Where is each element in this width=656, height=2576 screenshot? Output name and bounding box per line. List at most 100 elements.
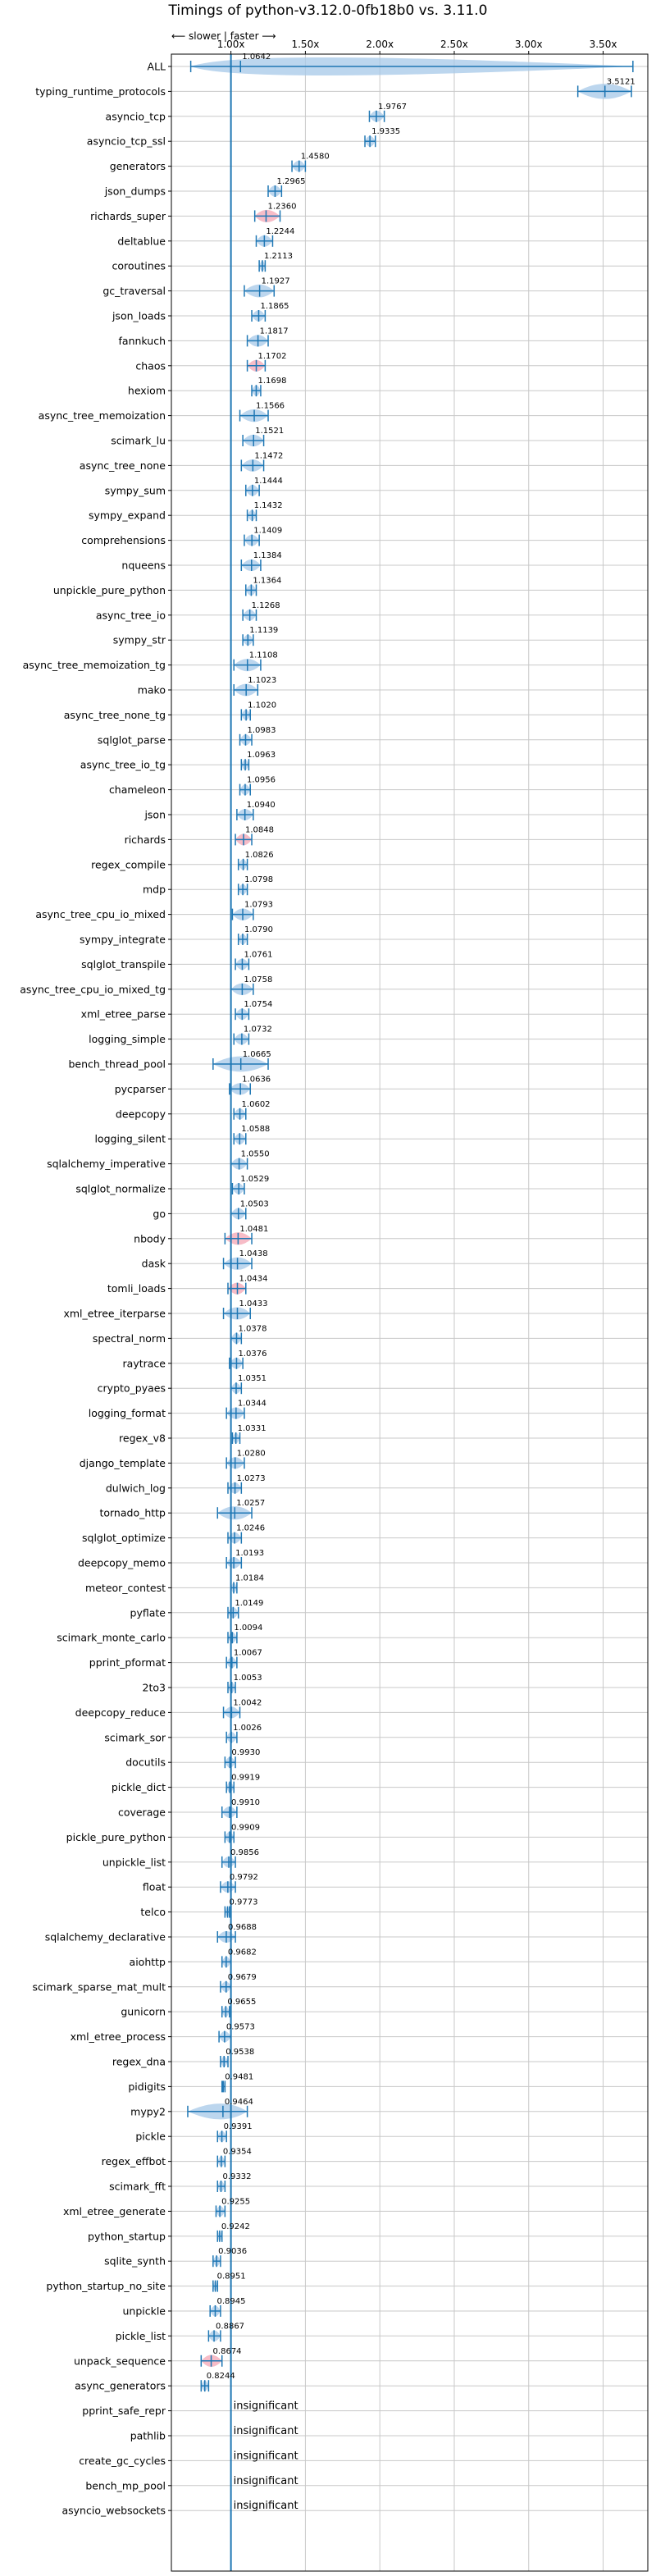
value-label: 0.8945 — [216, 2297, 245, 2306]
benchmark-label: pprint_pformat — [89, 1656, 166, 1669]
x-tick-label: 3.00x — [515, 39, 543, 50]
value-label: 0.9573 — [226, 2023, 255, 2032]
value-label: 1.0053 — [234, 1674, 262, 1683]
benchmark-label: json_loads — [112, 310, 166, 322]
value-label: 1.2965 — [276, 177, 305, 186]
benchmark-label: json_dumps — [104, 185, 166, 198]
benchmark-label: sqlglot_optimize — [82, 1532, 166, 1544]
benchmark-label: sqlglot_transpile — [81, 958, 166, 971]
benchmark-label: typing_runtime_protocols — [35, 85, 166, 98]
value-label: 1.0790 — [244, 925, 273, 934]
value-label: 1.0331 — [238, 1424, 266, 1433]
benchmark-label: nbody — [134, 1232, 166, 1245]
value-label: 1.0344 — [238, 1400, 266, 1409]
benchmark-label: fannkuch — [119, 335, 166, 347]
value-label: 0.8951 — [217, 2272, 246, 2281]
value-label: 0.9036 — [218, 2247, 247, 2256]
benchmark-label: logging_simple — [89, 1033, 166, 1045]
benchmark-label: tornado_http — [99, 1507, 166, 1519]
benchmark-label: sqlalchemy_declarative — [45, 1931, 166, 1943]
value-label: 1.0956 — [247, 776, 276, 785]
benchmark-label: xml_etree_parse — [81, 1008, 166, 1021]
value-label: 1.0378 — [238, 1324, 266, 1333]
benchmark-label: coroutines — [112, 260, 166, 272]
benchmark-label: django_template — [80, 1457, 166, 1469]
value-label: 0.8867 — [216, 2322, 244, 2331]
x-tick-label: 1.50x — [291, 39, 319, 50]
benchmark-label: sympy_integrate — [80, 934, 166, 946]
value-label: 0.9538 — [226, 2048, 254, 2057]
benchmark-label: dulwich_log — [106, 1482, 166, 1494]
value-label: 1.1444 — [254, 477, 283, 486]
benchmark-label: pprint_safe_repr — [82, 2405, 166, 2417]
insignificant-label: insignificant — [234, 2450, 298, 2462]
benchmark-label: richards — [125, 834, 166, 846]
value-label: 1.1384 — [253, 551, 282, 560]
benchmark-label: async_tree_memoization_tg — [23, 659, 166, 671]
label-layer: 1.00x 1.50x 2.00x 2.50x 3.00x 3.50x ALL 1.0642 t… — [20, 39, 635, 2517]
value-label: 1.1139 — [249, 626, 278, 635]
benchmark-label: pyflate — [130, 1606, 166, 1619]
value-label: 1.0246 — [236, 1524, 265, 1533]
value-label: 1.1268 — [252, 601, 280, 610]
benchmark-label: spectral_norm — [93, 1332, 166, 1345]
benchmark-label: dask — [142, 1258, 166, 1270]
benchmark-label: xml_etree_iterparse — [63, 1308, 166, 1320]
x-tick-label: 2.00x — [366, 39, 394, 50]
benchmark-label: scimark_fft — [109, 2181, 166, 2193]
benchmark-label: logging_silent — [94, 1133, 166, 1145]
value-label: 1.0963 — [247, 751, 276, 760]
value-label: 1.1364 — [253, 576, 281, 585]
value-label: 1.1472 — [254, 451, 283, 460]
benchmark-label: comprehensions — [81, 534, 166, 546]
value-label: 0.9909 — [231, 1823, 260, 1832]
benchmark-label: hexiom — [128, 385, 166, 397]
value-label: 1.0665 — [243, 1050, 271, 1059]
value-label: 1.0826 — [245, 851, 274, 860]
benchmark-label: async_generators — [75, 2380, 166, 2392]
benchmark-label: unpack_sequence — [74, 2354, 166, 2367]
benchmark-label: pickle_pure_python — [66, 1831, 166, 1843]
value-label: 0.9655 — [227, 1998, 256, 2007]
value-label: 1.1702 — [258, 352, 287, 361]
benchmark-label: sqlglot_normalize — [75, 1183, 166, 1195]
value-label: 1.0433 — [239, 1299, 267, 1309]
insignificant-label: insignificant — [234, 2500, 298, 2512]
benchmark-label: bench_mp_pool — [85, 2479, 166, 2492]
benchmark-label: async_tree_memoization — [39, 409, 166, 422]
benchmark-label: telco — [140, 1906, 166, 1918]
value-label: 1.1865 — [260, 302, 289, 311]
benchmark-label: ALL — [148, 61, 166, 73]
chart-title: Timings of python-v3.12.0-0fb18b0 vs. 3.… — [168, 2, 488, 19]
benchmark-label: raytrace — [123, 1357, 166, 1369]
value-label: 1.1927 — [262, 277, 290, 286]
benchmark-label: sympy_expand — [89, 509, 166, 522]
value-label: 3.5121 — [607, 77, 636, 86]
benchmark-label: async_tree_io_tg — [80, 759, 166, 771]
benchmark-label: unpickle_list — [102, 1856, 166, 1868]
value-label: 1.1566 — [256, 402, 285, 411]
value-label: 0.9242 — [221, 2222, 250, 2231]
benchmark-label: asyncio_websockets — [61, 2505, 166, 2517]
value-label: 0.8674 — [213, 2347, 242, 2356]
value-label: 1.0550 — [241, 1150, 270, 1159]
benchmark-label: create_gc_cycles — [79, 2455, 166, 2467]
benchmark-label: pickle — [135, 2131, 166, 2143]
benchmark-label: regex_dna — [112, 2056, 166, 2068]
value-label: 0.9391 — [224, 2122, 253, 2131]
insignificant-label: insignificant — [234, 2400, 298, 2413]
benchmark-label: async_tree_cpu_io_mixed_tg — [20, 983, 166, 995]
value-label: 1.0481 — [239, 1225, 268, 1234]
benchmark-label: deepcopy_reduce — [75, 1706, 166, 1719]
value-label: 0.9464 — [225, 2098, 253, 2107]
benchmark-label: pycparser — [115, 1083, 166, 1095]
value-label: 0.9910 — [231, 1798, 260, 1807]
benchmark-label: async_tree_none_tg — [64, 709, 166, 721]
value-label: 1.0094 — [234, 1624, 262, 1633]
value-label: 1.0067 — [234, 1649, 262, 1658]
benchmark-label: json — [144, 809, 166, 821]
benchmark-label: regex_effbot — [102, 2155, 166, 2167]
benchmark-label: coverage — [118, 1806, 166, 1819]
benchmark-label: tomli_loads — [107, 1282, 166, 1295]
